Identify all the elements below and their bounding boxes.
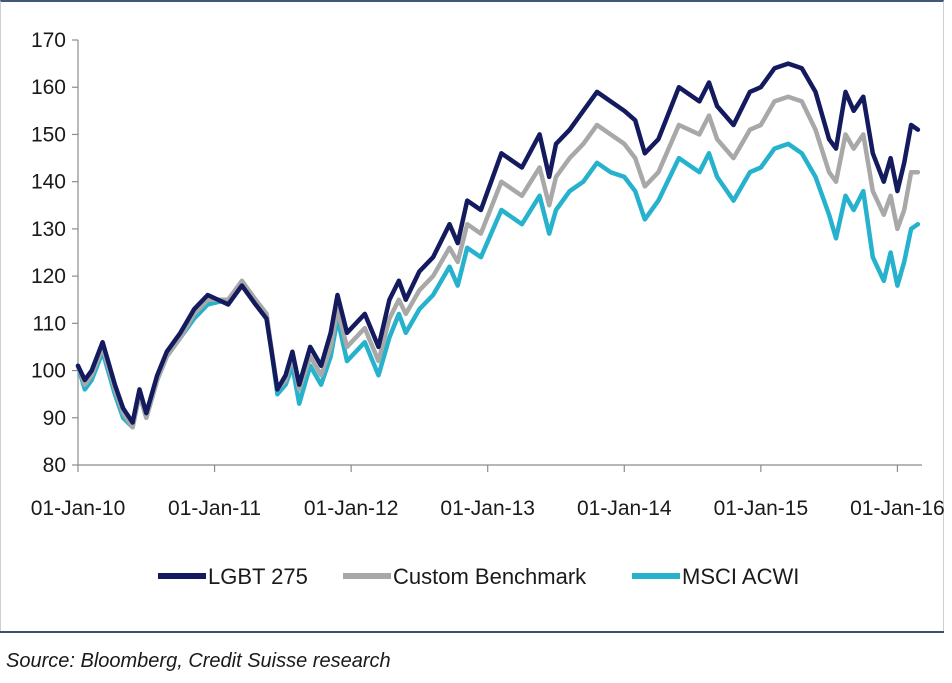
series-line-2 — [75, 141, 921, 430]
y-tick-label: 140 — [31, 171, 66, 194]
y-tick-label: 90 — [43, 407, 66, 430]
series-lines — [75, 61, 921, 430]
y-tick-label: 80 — [43, 454, 66, 477]
y-tick-label: 110 — [33, 312, 66, 335]
x-tick-label: 01-Jan-16 — [850, 497, 944, 520]
series-line-1 — [75, 94, 921, 430]
legend-label: LGBT 275 — [208, 564, 308, 589]
legend: LGBT 275 Custom Benchmark MSCI ACWI — [158, 564, 799, 589]
y-tick-label: 130 — [31, 218, 66, 241]
y-axis: 80 90 100 110 120 130 140 150 160 170 — [31, 29, 79, 477]
legend-label: Custom Benchmark — [393, 564, 587, 589]
x-tick-label: 01-Jan-12 — [304, 497, 399, 520]
y-tick-label: 160 — [31, 76, 66, 99]
x-tick-label: 01-Jan-14 — [577, 497, 672, 520]
x-tick-label: 01-Jan-13 — [440, 497, 535, 520]
source-note: Source: Bloomberg, Credit Suisse researc… — [6, 650, 391, 672]
y-tick-label: 100 — [31, 360, 66, 383]
x-axis: 01-Jan-10 01-Jan-11 01-Jan-12 01-Jan-13 01-J… — [31, 464, 944, 520]
y-tick-label: 120 — [31, 265, 66, 288]
chart-frame — [0, 0, 944, 632]
legend-label: MSCI ACWI — [682, 564, 799, 589]
y-tick-label: 170 — [31, 29, 66, 52]
x-tick-label: 01-Jan-10 — [31, 497, 126, 520]
y-tick-label: 150 — [31, 123, 66, 146]
divider — [0, 631, 944, 633]
x-tick-label: 01-Jan-11 — [168, 497, 261, 520]
x-tick-label: 01-Jan-15 — [714, 497, 809, 520]
series-line-0 — [75, 61, 921, 425]
